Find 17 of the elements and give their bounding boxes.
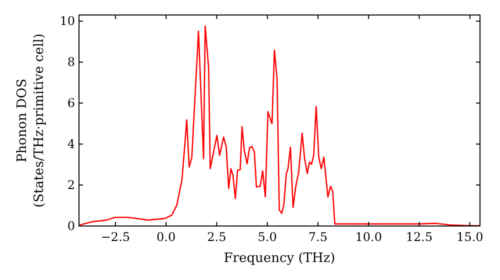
x-tick-label: 15.0 bbox=[456, 230, 484, 244]
y-tick-label: 0 bbox=[67, 219, 75, 233]
line-series bbox=[79, 25, 480, 226]
x-tick-label: −2.5 bbox=[100, 230, 130, 244]
x-tick-label: 12.5 bbox=[406, 230, 433, 244]
y-tick-label: 2 bbox=[67, 178, 75, 192]
x-tick-label: 7.5 bbox=[308, 230, 328, 244]
y-tick-label: 4 bbox=[67, 137, 76, 152]
x-tick-label: 5.0 bbox=[258, 230, 277, 244]
x-axis-title: Frequency (THz) bbox=[224, 251, 336, 266]
x-tick-label: 10.0 bbox=[355, 230, 382, 244]
x-tick-label: 2.5 bbox=[207, 230, 226, 244]
y-tick-label: 6 bbox=[67, 96, 75, 110]
x-tick-label: 0.0 bbox=[156, 230, 176, 244]
y-axis-title: Phonon DOS (States/THz·primitive cell) bbox=[15, 33, 47, 208]
y-tick-label: 8 bbox=[67, 55, 75, 70]
y-tick-label: 10 bbox=[60, 14, 75, 28]
